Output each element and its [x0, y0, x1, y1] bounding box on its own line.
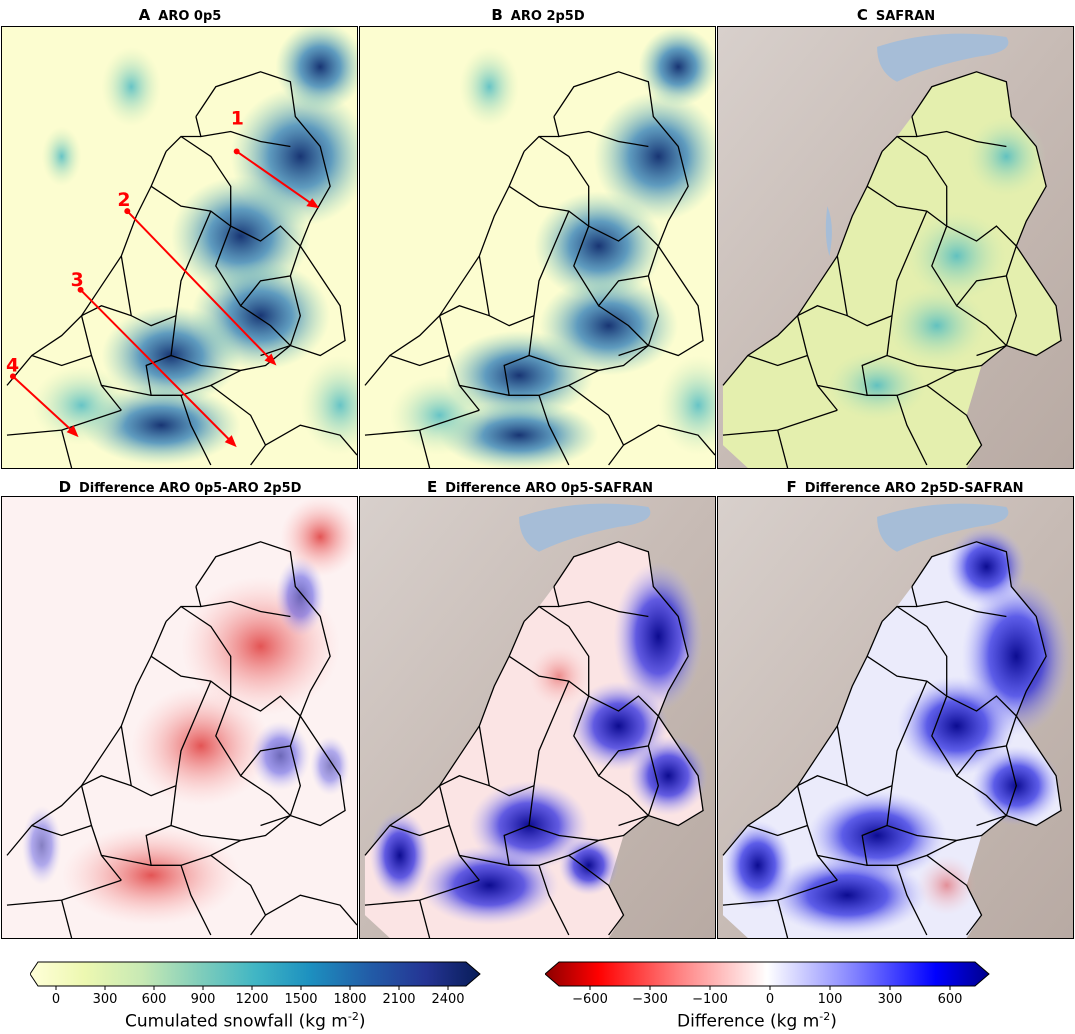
- panel-d-title: D Difference ARO 0p5-ARO 2p5D: [58, 478, 302, 496]
- snowfall-colorbar-ticks: 0 300 600 900 1200 1500 1800 2100 2400: [52, 986, 465, 1004]
- snowfall-colorbar-label: Cumulated snowfall (kg m-2): [125, 1010, 366, 1032]
- colorbar-tick-label: 600: [142, 992, 167, 1004]
- difference-blobs: [722, 526, 1072, 936]
- difference-colorbar-label: Difference (kg m-2): [677, 1010, 837, 1032]
- massif-borders: [364, 541, 704, 938]
- transect-label-2: 2: [117, 189, 130, 211]
- colorbar-tick-label: −100: [692, 992, 728, 1004]
- snowfall-field: [389, 27, 715, 468]
- panel-c-title: C SAFRAN: [856, 6, 936, 24]
- panel-b-title: B ARO 2p5D: [491, 6, 585, 24]
- map-panel-f: [717, 496, 1074, 939]
- panel-a-title: A ARO 0p5: [138, 6, 222, 24]
- snowfall-colorbar: 0 300 600 900 1200 1500 1800 2100 2400: [30, 961, 481, 1004]
- colorbar-tick-label: 2100: [382, 992, 415, 1004]
- colorbar-tick-label: 300: [93, 992, 118, 1004]
- massif-borders: [6, 71, 357, 468]
- lake-geneva: [877, 33, 1009, 82]
- map-panel-c: [717, 26, 1074, 469]
- colorbar-tick-label: 1800: [333, 992, 366, 1004]
- snowfall-blobs: [827, 116, 1047, 421]
- massif-borders: [364, 71, 715, 468]
- transect-label-4: 4: [6, 354, 19, 376]
- colorbar-tick-label: 600: [938, 992, 963, 1004]
- lake-geneva: [519, 503, 651, 552]
- difference-field: [21, 497, 357, 926]
- massif-borders: [722, 541, 1062, 938]
- colorbar-tick-label: 2400: [431, 992, 464, 1004]
- massif-borders: [722, 71, 1062, 468]
- map-panel-d: [1, 496, 358, 939]
- difference-colorbar: −600 −300 −100 0 100 300 600: [545, 961, 990, 1004]
- transect-label-3: 3: [71, 269, 84, 291]
- map-panel-a: 1 2 3 4: [1, 26, 358, 469]
- colorbar-tick-label: 300: [878, 992, 903, 1004]
- colorbar-tick-label: 1500: [284, 992, 317, 1004]
- transect-label-1: 1: [231, 108, 244, 130]
- lake: [825, 206, 832, 256]
- map-panel-e: [359, 496, 716, 939]
- colorbar-tick-label: 900: [191, 992, 216, 1004]
- colorbar-tick-label: 0: [766, 992, 774, 1004]
- colorbar-tick-label: −600: [572, 992, 608, 1004]
- panel-f-title: F Difference ARO 2p5D-SAFRAN: [786, 478, 1024, 496]
- transects: [9, 148, 320, 448]
- colorbar-tick-label: 100: [818, 992, 843, 1004]
- massif-borders: [6, 541, 357, 938]
- colorbar-tick-label: 0: [52, 992, 60, 1004]
- map-panel-b: [359, 26, 716, 469]
- difference-colorbar-ticks: −600 −300 −100 0 100 300 600: [572, 986, 962, 1004]
- colorbar-tick-label: −300: [632, 992, 668, 1004]
- lake-geneva: [877, 503, 1009, 552]
- colorbar-tick-label: 1200: [235, 992, 268, 1004]
- panel-e-title: E Difference ARO 0p5-SAFRAN: [426, 478, 654, 496]
